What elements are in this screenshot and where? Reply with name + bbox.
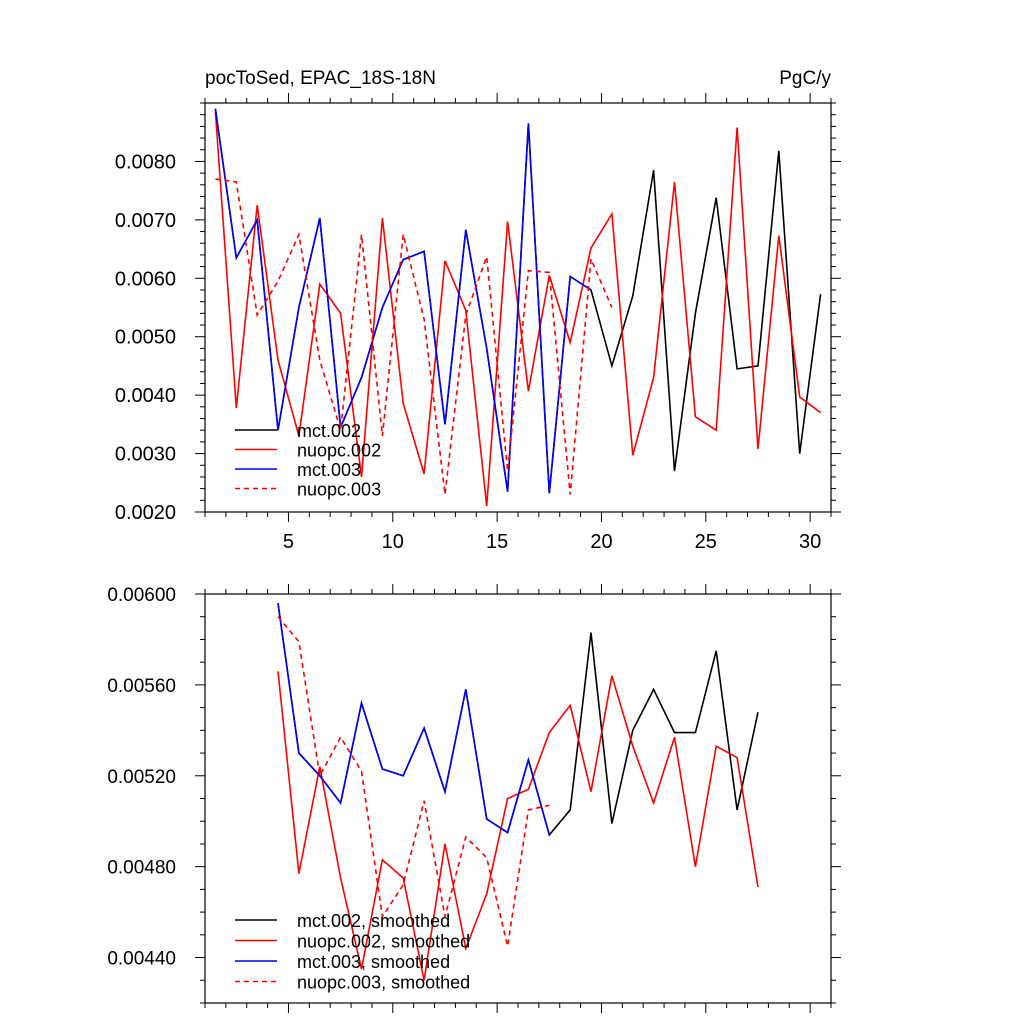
panel-2-y-tick-label: 0.00600 bbox=[107, 585, 176, 606]
panel-1-legend-label: nuopc.003 bbox=[297, 480, 381, 500]
panel-2-legend-label: mct.003, smoothed bbox=[297, 952, 450, 972]
panel-2-y-tick-label: 0.00560 bbox=[107, 676, 176, 697]
panel-1-units-label: PgC/y bbox=[779, 68, 831, 89]
panel-1-legend-label: mct.002 bbox=[297, 421, 361, 441]
panel-2-legend-label: mct.002, smoothed bbox=[297, 911, 450, 931]
panel-1-x-tick-label: 10 bbox=[382, 531, 404, 553]
panel-2-y-tick-label: 0.00440 bbox=[107, 949, 176, 970]
panel-1-title: pocToSed, EPAC_18S-18N bbox=[205, 68, 436, 89]
panel-1-series-line-3 bbox=[214, 108, 592, 494]
panel-2-series-line-1 bbox=[277, 602, 759, 837]
panel-1-legend-label: mct.003 bbox=[297, 460, 361, 480]
panel-1-x-tick-label: 30 bbox=[799, 531, 821, 553]
panel-2-series-line-3 bbox=[277, 602, 551, 836]
panel-1-y-tick-label: 0.0080 bbox=[115, 151, 176, 173]
panel-1-series-line-4 bbox=[215, 178, 613, 495]
panel-2-series-line-4 bbox=[277, 616, 550, 947]
panel-1-y-tick-label: 0.0050 bbox=[115, 327, 176, 349]
panel-1-y-tick-label: 0.0020 bbox=[115, 502, 176, 524]
panel-1-x-tick-label: 20 bbox=[590, 531, 612, 553]
panel-1-y-tick-label: 0.0060 bbox=[115, 268, 176, 290]
panel-1-x-tick-label: 25 bbox=[695, 531, 717, 553]
panel-2-y-tick-label: 0.00520 bbox=[107, 767, 176, 788]
panel-2-legend-label: nuopc.002, smoothed bbox=[297, 932, 470, 952]
panel-2-y-tick-label: 0.00480 bbox=[107, 858, 176, 879]
panel-1-x-tick-label: 15 bbox=[486, 531, 508, 553]
panel-2-legend-label: nuopc.003, smoothed bbox=[297, 973, 470, 993]
panel-1-y-tick-label: 0.0040 bbox=[115, 385, 176, 407]
panel-1-y-tick-label: 0.0030 bbox=[115, 444, 176, 466]
panel-1-x-tick-label: 5 bbox=[283, 531, 294, 553]
panel-1-legend-label: nuopc.002 bbox=[297, 441, 381, 461]
panel-1-y-tick-label: 0.0070 bbox=[115, 210, 176, 232]
